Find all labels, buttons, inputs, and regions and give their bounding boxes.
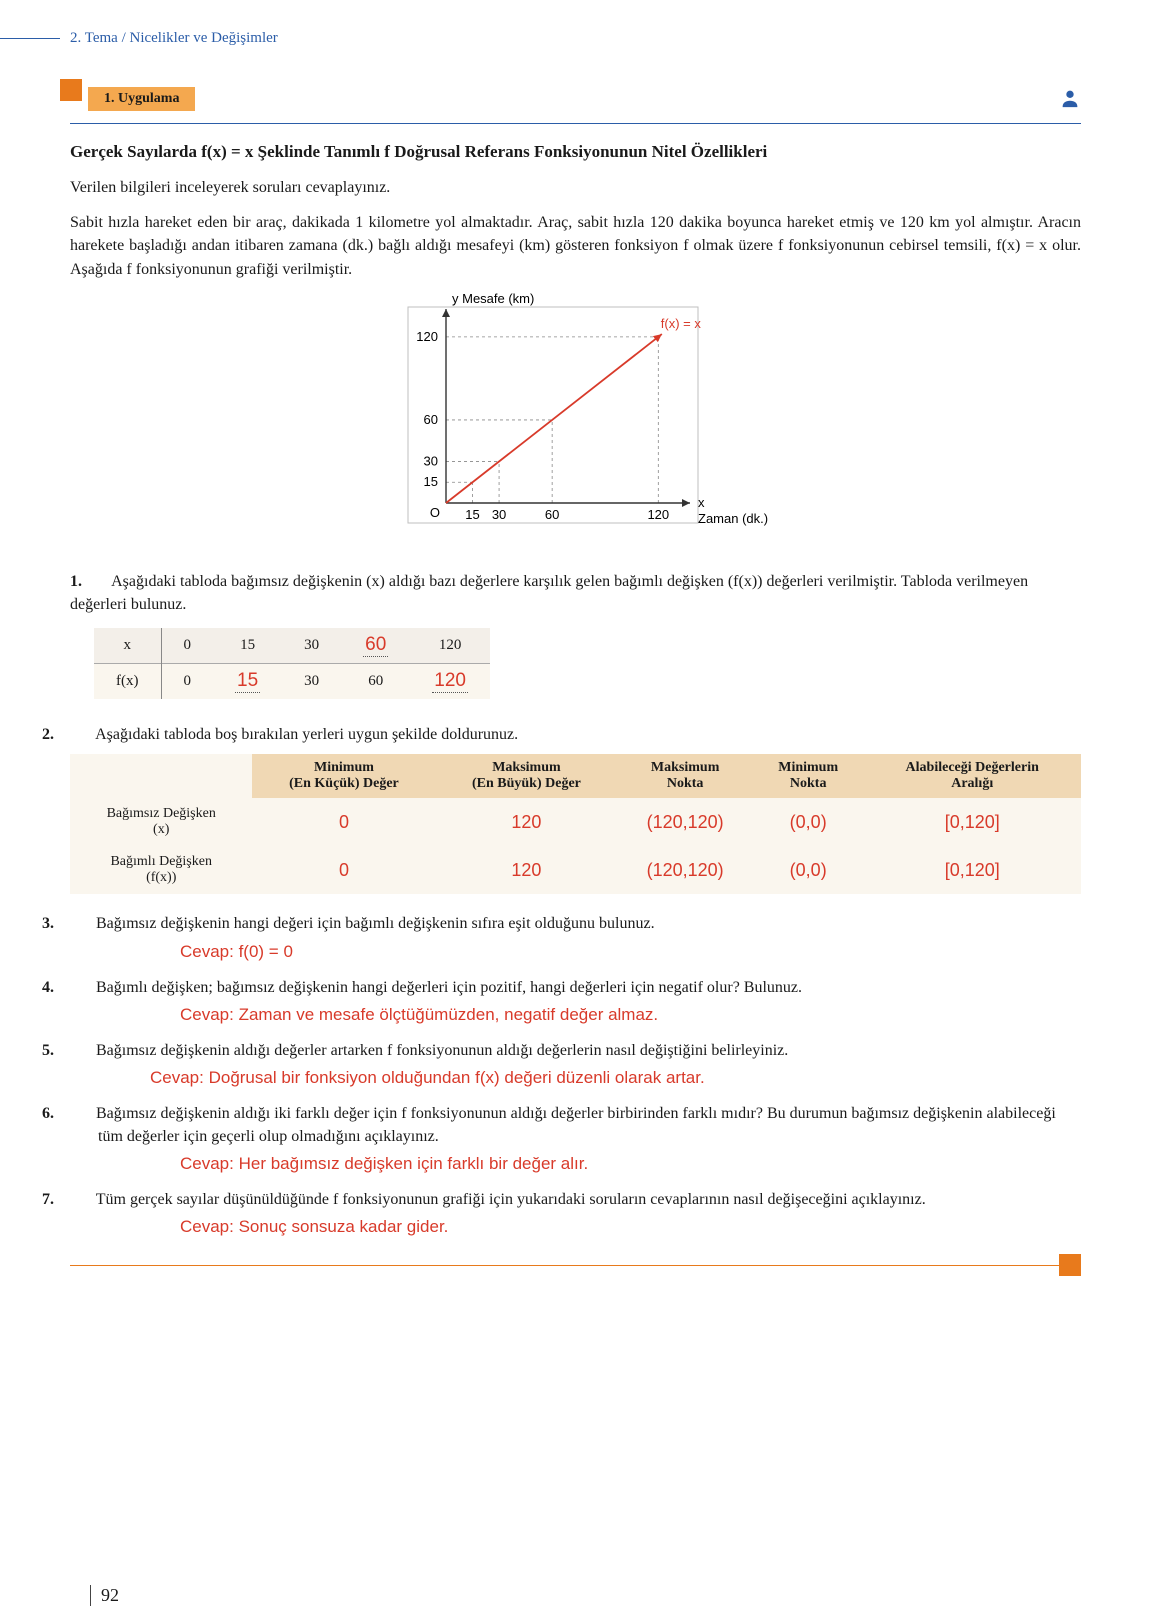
table-1: x 0 15 30 60 120 f(x) 0 15 30 60 120 — [94, 628, 490, 699]
table2-cell: 0 — [252, 798, 435, 846]
table1-row-x: x 0 15 30 60 120 — [94, 628, 490, 664]
table2-row-label: Bağımsız Değişken (x) — [70, 798, 252, 846]
page-number: 92 — [90, 1585, 119, 1606]
question-2: 2. Aşağıdaki tabloda boş bırakılan yerle… — [70, 723, 1081, 746]
table2-cell: (120,120) — [617, 846, 753, 894]
table2-header: Maksimum Nokta — [617, 754, 753, 798]
svg-text:120: 120 — [647, 507, 669, 522]
section-accent-square — [60, 79, 82, 101]
table2-row-label: Bağımlı Değişken (f(x)) — [70, 846, 252, 894]
table1-cell: 15 — [213, 628, 282, 664]
table1-x-label: x — [94, 628, 161, 664]
table1-cell: 60 — [341, 664, 410, 700]
table2-cell: (0,0) — [753, 846, 864, 894]
table2-row: Bağımlı Değişken (f(x)) 0 120 (120,120) … — [70, 846, 1081, 894]
question-1: 1. Aşağıdaki tabloda bağımsız değişkenin… — [70, 570, 1081, 616]
person-icon — [1059, 87, 1081, 114]
table1-cell: 30 — [282, 664, 341, 700]
q6-text: Bağımsız değişkenin aldığı iki farklı de… — [96, 1105, 1056, 1145]
breadcrumb: 2. Tema / Nicelikler ve Değişimler — [60, 30, 278, 47]
table-2: Minimum (En Küçük) Değer Maksimum (En Bü… — [70, 754, 1081, 894]
svg-text:O: O — [429, 505, 439, 520]
q5-number: 5. — [70, 1039, 92, 1062]
svg-text:15: 15 — [465, 507, 479, 522]
table2-header: Alabileceği Değerlerin Aralığı — [863, 754, 1081, 798]
answer-6: Cevap: Her bağımsız değişken için farklı… — [70, 1154, 1081, 1174]
q5-text: Bağımsız değişkenin aldığı değerler arta… — [96, 1042, 788, 1059]
footer-rule — [70, 1265, 1081, 1266]
answer-7: Cevap: Sonuç sonsuza kadar gider. — [70, 1217, 1081, 1237]
table2-cell: 120 — [435, 798, 617, 846]
svg-text:15: 15 — [423, 474, 437, 489]
table2-header: Maksimum (En Büyük) Değer — [435, 754, 617, 798]
q4-text: Bağımlı değişken; bağımsız değişkenin ha… — [96, 979, 802, 996]
table2-header: Minimum (En Küçük) Değer — [252, 754, 435, 798]
table1-fx-label: f(x) — [94, 664, 161, 700]
header-rule — [0, 38, 60, 39]
answer-5: Cevap: Doğrusal bir fonksiyon olduğundan… — [70, 1068, 1081, 1088]
svg-text:60: 60 — [423, 412, 437, 427]
q7-text: Tüm gerçek sayılar düşünüldüğünde f fonk… — [96, 1191, 926, 1208]
svg-text:60: 60 — [544, 507, 558, 522]
table1-cell: 0 — [161, 664, 213, 700]
q1-number: 1. — [70, 570, 92, 593]
table2-cell: 0 — [252, 846, 435, 894]
header: 2. Tema / Nicelikler ve Değişimler — [70, 30, 1081, 47]
svg-text:x: x — [698, 495, 705, 510]
table1-cell: 120 — [410, 628, 490, 664]
svg-text:f(x) = x: f(x) = x — [660, 316, 701, 331]
table1-cell: 60 — [341, 628, 410, 664]
question-3: 3. Bağımsız değişkenin hangi değeri için… — [70, 912, 1081, 935]
table1-row-fx: f(x) 0 15 30 60 120 — [94, 664, 490, 700]
section-header: 1. Uygulama — [70, 87, 1081, 117]
section-rule — [70, 123, 1081, 124]
intro-2: Sabit hızla hareket eden bir araç, dakik… — [70, 211, 1081, 281]
page-subtitle: Gerçek Sayılarda f(x) = x Şeklinde Tanım… — [70, 142, 1081, 162]
q6-number: 6. — [70, 1102, 92, 1125]
table2-cell: (0,0) — [753, 798, 864, 846]
table2-row: Bağımsız Değişken (x) 0 120 (120,120) (0… — [70, 798, 1081, 846]
question-6: 6. Bağımsız değişkenin aldığı iki farklı… — [70, 1102, 1081, 1148]
svg-text:120: 120 — [416, 329, 438, 344]
table2-cell: [0,120] — [863, 798, 1081, 846]
answer-4: Cevap: Zaman ve mesafe ölçtüğümüzden, ne… — [70, 1005, 1081, 1025]
question-4: 4. Bağımlı değişken; bağımsız değişkenin… — [70, 976, 1081, 999]
q7-number: 7. — [70, 1188, 92, 1211]
q3-text: Bağımsız değişkenin hangi değeri için ba… — [96, 915, 655, 932]
svg-text:y Mesafe (km): y Mesafe (km) — [452, 293, 534, 306]
question-7: 7. Tüm gerçek sayılar düşünüldüğünde f f… — [70, 1188, 1081, 1211]
section-badge: 1. Uygulama — [88, 87, 195, 111]
question-5: 5. Bağımsız değişkenin aldığı değerler a… — [70, 1039, 1081, 1062]
footer-accent-square — [1059, 1254, 1081, 1276]
q2-number: 2. — [70, 723, 92, 746]
table2-blank-header — [70, 754, 252, 798]
intro-1: Verilen bilgileri inceleyerek soruları c… — [70, 176, 1081, 199]
svg-text:30: 30 — [423, 453, 437, 468]
q4-number: 4. — [70, 976, 92, 999]
table2-header-row: Minimum (En Küçük) Değer Maksimum (En Bü… — [70, 754, 1081, 798]
table1-cell: 120 — [410, 664, 490, 700]
table1-cell: 15 — [213, 664, 282, 700]
answer-3: Cevap: f(0) = 0 — [70, 942, 1081, 962]
q2-text: Aşağıdaki tabloda boş bırakılan yerleri … — [95, 726, 518, 743]
q3-number: 3. — [70, 912, 92, 935]
svg-text:30: 30 — [491, 507, 505, 522]
table1-cell: 0 — [161, 628, 213, 664]
table2-header: Minimum Nokta — [753, 754, 864, 798]
function-graph: O 15 30 60 120 15 30 60 120 y Mesafe (km) xZaman (… — [70, 293, 1081, 548]
table2-cell: 120 — [435, 846, 617, 894]
table1-cell: 30 — [282, 628, 341, 664]
table2-cell: [0,120] — [863, 846, 1081, 894]
q1-text: Aşağıdaki tabloda bağımsız değişkenin (x… — [70, 573, 1028, 613]
svg-text:Zaman (dk.): Zaman (dk.) — [698, 511, 768, 526]
table2-cell: (120,120) — [617, 798, 753, 846]
